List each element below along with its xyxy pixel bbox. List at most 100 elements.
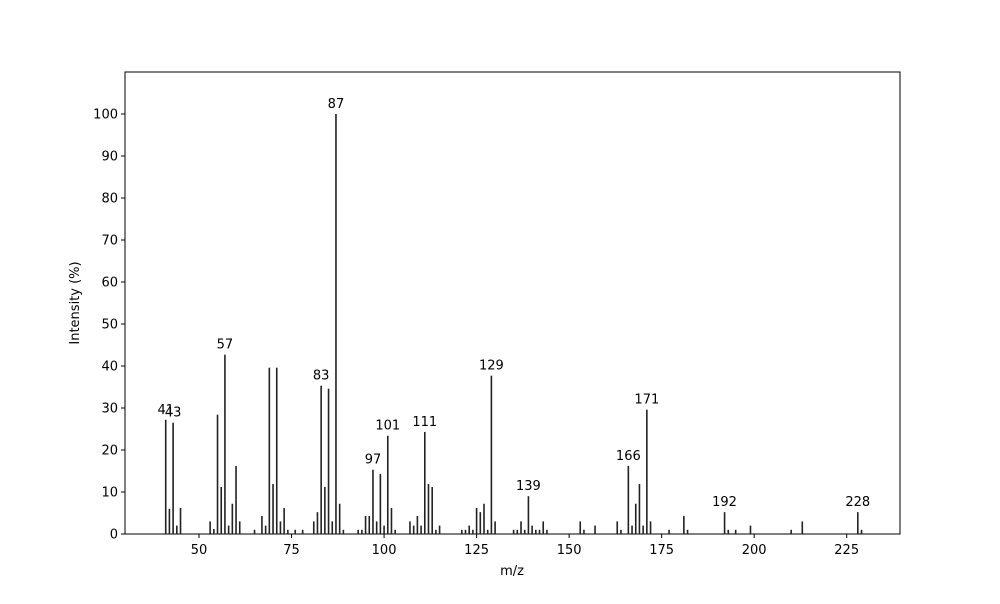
peak-label: 57 xyxy=(217,338,234,353)
peak xyxy=(649,521,652,534)
peak xyxy=(275,367,278,534)
peak-label: 41 xyxy=(157,403,174,418)
peak xyxy=(683,515,685,534)
peak xyxy=(338,503,341,534)
peak-label: 129 xyxy=(479,359,504,374)
y-tick-label: 90 xyxy=(101,150,118,165)
peak xyxy=(420,525,422,534)
peak xyxy=(231,503,234,534)
peak xyxy=(594,525,596,534)
peak xyxy=(460,529,463,534)
peak xyxy=(790,529,792,534)
peak xyxy=(427,484,430,534)
peak-label: 111 xyxy=(412,415,437,430)
peak xyxy=(209,521,211,534)
peak xyxy=(331,521,334,534)
peak xyxy=(620,529,622,534)
peak xyxy=(668,529,670,534)
peak xyxy=(468,525,470,534)
peak xyxy=(227,525,230,534)
peak xyxy=(723,512,726,534)
peak xyxy=(164,419,167,534)
peak xyxy=(634,503,637,534)
peak xyxy=(357,529,359,534)
peak xyxy=(279,521,282,534)
peak xyxy=(734,529,737,534)
peak xyxy=(857,512,859,534)
peak xyxy=(535,529,537,534)
peak xyxy=(538,529,541,534)
peak xyxy=(409,521,411,534)
peak xyxy=(272,484,274,534)
x-tick-label: 225 xyxy=(834,543,859,558)
peak xyxy=(727,529,730,534)
peak-label: 139 xyxy=(516,479,541,494)
peak xyxy=(435,529,437,534)
peak xyxy=(390,507,393,534)
peak xyxy=(172,422,174,534)
peak xyxy=(283,507,285,534)
peak xyxy=(235,465,237,534)
peak xyxy=(301,529,304,534)
peak xyxy=(749,525,752,534)
peak xyxy=(238,521,241,534)
peak xyxy=(224,354,226,534)
peak-label: 43 xyxy=(165,406,182,421)
peak xyxy=(431,486,433,534)
peak xyxy=(516,529,519,534)
plot-frame xyxy=(124,71,901,535)
peak xyxy=(324,486,326,534)
peak xyxy=(583,529,585,534)
peak xyxy=(375,521,378,534)
x-tick-label: 150 xyxy=(557,543,582,558)
x-tick-label: 125 xyxy=(464,543,489,558)
peak xyxy=(860,529,863,534)
peak xyxy=(520,521,522,534)
peak xyxy=(616,521,619,534)
peak xyxy=(312,521,315,534)
peak xyxy=(490,375,493,534)
peak xyxy=(216,414,219,534)
peak xyxy=(579,521,582,534)
peak xyxy=(368,515,371,534)
peak xyxy=(361,529,363,534)
peak xyxy=(438,525,441,534)
peak xyxy=(486,529,489,534)
y-tick-label: 40 xyxy=(101,360,118,375)
peak xyxy=(383,525,385,534)
x-tick-label: 50 xyxy=(191,543,208,558)
peak xyxy=(546,529,548,534)
peak xyxy=(638,484,641,534)
peak xyxy=(479,512,482,534)
peak xyxy=(342,529,345,534)
peak xyxy=(264,525,267,534)
x-tick-label: 75 xyxy=(283,543,300,558)
peak xyxy=(294,529,297,534)
peak-label: 83 xyxy=(313,369,330,384)
peak xyxy=(372,469,374,534)
peak xyxy=(320,385,322,534)
peak-label: 171 xyxy=(634,393,659,408)
peak xyxy=(176,525,178,534)
peak xyxy=(168,508,171,534)
y-tick-label: 30 xyxy=(101,402,118,417)
peak xyxy=(364,515,367,534)
peak xyxy=(527,496,530,534)
peak xyxy=(379,473,382,534)
y-tick-label: 0 xyxy=(110,528,118,543)
peak xyxy=(386,435,389,534)
x-axis-label: m/z xyxy=(500,564,524,579)
peak-label: 192 xyxy=(712,495,737,510)
peak xyxy=(512,529,515,534)
peak xyxy=(412,525,415,534)
x-tick-label: 100 xyxy=(372,543,397,558)
peak-label: 87 xyxy=(328,97,345,112)
peak xyxy=(631,525,633,534)
peak xyxy=(642,525,644,534)
y-tick-label: 10 xyxy=(101,486,118,501)
peak-label: 97 xyxy=(365,453,382,468)
peak xyxy=(261,515,263,534)
peak xyxy=(801,521,804,534)
peak xyxy=(416,515,419,534)
peak xyxy=(531,525,533,534)
